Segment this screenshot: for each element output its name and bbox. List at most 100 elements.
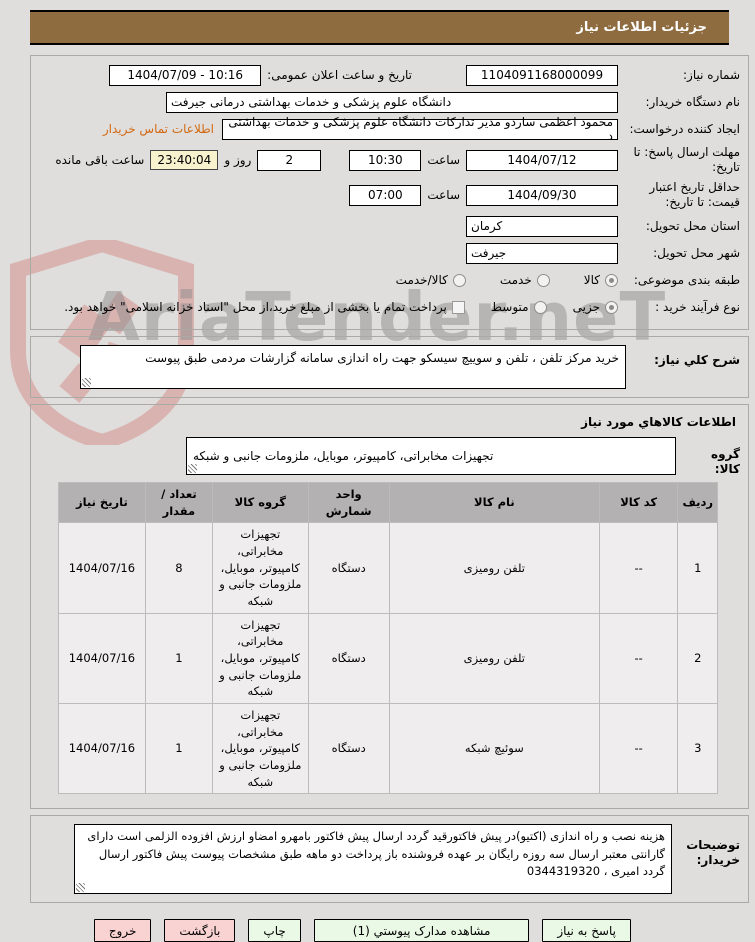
footer-button-bar: پاسخ به نیاز مشاهده مدارک پیوستي (1) چاپ… — [30, 909, 749, 942]
announce-datetime-input[interactable]: 1404/07/09 - 10:16 — [109, 64, 262, 86]
radio-goods-service[interactable]: کالا/خدمت — [396, 273, 466, 287]
purchase-process-row: نوع فرآیند خرید : جزیی متوسط پرداخت تمام… — [39, 296, 740, 318]
radio-goods-service-icon[interactable] — [452, 273, 466, 287]
items-groupbox: اطلاعات كالاهاي مورد نياز گروه کالا: تجه… — [30, 404, 749, 810]
cell-need-date: 1404/07/16 — [58, 703, 146, 795]
need-description-row: شرح كلي نياز: خرید مرکز تلفن ، تلفن و سو… — [39, 345, 740, 389]
col-quantity: تعداد / مقدار — [144, 481, 214, 524]
buyer-notes-label: توضیحات خریدار: — [686, 838, 740, 868]
treasury-docs-checkbox-label: پرداخت تمام یا بخشی از مبلغ خرید،از محل … — [64, 300, 447, 314]
request-creator-label: ایجاد کننده درخواست: — [629, 121, 740, 136]
buyer-org-input[interactable]: دانشگاه علوم پزشکی و خدمات بهداشتی درمان… — [166, 91, 618, 113]
item-group-text: تجهیزات مخابراتی، کامپیوتر، موبایل، ملزو… — [193, 449, 494, 463]
request-creator-row: ایجاد کننده درخواست: محمود اعظمی ساردو م… — [39, 115, 740, 143]
page-title-bar: جزئیات اطلاعات نیاز — [30, 10, 729, 45]
need-number-input[interactable]: 1104091168000099 — [466, 64, 618, 86]
items-section-header: اطلاعات كالاهاي مورد نياز — [581, 415, 736, 429]
radio-minor-label: جزیی — [572, 300, 600, 314]
hours-remaining-label: ساعت باقی مانده — [55, 153, 145, 167]
radio-medium-icon[interactable] — [533, 300, 547, 314]
respond-to-need-button[interactable]: پاسخ به نیاز — [542, 919, 631, 942]
radio-service-icon[interactable] — [536, 273, 550, 287]
need-number-row: شماره نیاز: 1104091168000099 تاریخ و ساع… — [39, 64, 740, 86]
radio-goods-service-label: کالا/خدمت — [395, 273, 448, 287]
buyer-notes-text: هزینه نصب و راه اندازی (اکتیو)در پیش فاک… — [87, 829, 665, 878]
item-group-box[interactable]: تجهیزات مخابراتی، کامپیوتر، موبایل، ملزو… — [186, 437, 676, 475]
buyer-notes-groupbox: توضیحات خریدار: هزینه نصب و راه اندازی (… — [30, 815, 749, 904]
need-description-textarea[interactable]: خرید مرکز تلفن ، تلفن و سوییچ سیسکو جهت … — [80, 345, 626, 389]
cell-quantity: 1 — [144, 612, 214, 705]
need-description-groupbox: شرح كلي نياز: خرید مرکز تلفن ، تلفن و سو… — [30, 336, 749, 398]
buyer-org-row: نام دستگاه خریدار: دانشگاه علوم پزشکی و … — [39, 91, 740, 113]
table-row: 3 -- سوئیچ شبکه دستگاه تجهیزات مخابراتی،… — [58, 703, 718, 795]
countdown-timer: 23:40:04 — [150, 150, 219, 170]
col-item-group: گروه کالا — [212, 481, 309, 524]
radio-minor[interactable]: جزیی — [573, 300, 618, 314]
print-button[interactable]: چاپ — [248, 919, 301, 942]
delivery-city-row: شهر محل تحویل: جیرفت — [39, 242, 740, 264]
item-group-row: گروه کالا: تجهیزات مخابراتی، کامپیوتر، م… — [39, 437, 740, 477]
cell-item-code: -- — [598, 703, 679, 795]
resize-grip-icon[interactable] — [76, 883, 85, 893]
radio-medium-label: متوسط — [490, 300, 529, 314]
radio-service[interactable]: خدمت — [500, 273, 550, 287]
buyer-contact-link[interactable]: اطلاعات تماس خریدار — [102, 122, 214, 136]
cell-need-date: 1404/07/16 — [58, 612, 146, 705]
treasury-docs-checkbox[interactable] — [451, 300, 465, 314]
radio-goods-icon[interactable] — [605, 273, 618, 287]
delivery-province-input[interactable]: کرمان — [466, 215, 618, 237]
cell-item-group: تجهیزات مخابراتی، کامپیوتر، موبایل، ملزو… — [212, 703, 309, 795]
price-validity-date-input[interactable]: 1404/09/30 — [466, 184, 618, 206]
delivery-province-label: استان محل تحویل: — [645, 218, 740, 233]
radio-medium[interactable]: متوسط — [491, 300, 547, 314]
cell-item-group: تجهیزات مخابراتی، کامپیوتر، موبایل، ملزو… — [212, 612, 309, 705]
items-table: ردیف کد کالا نام کالا واحد شمارش گروه کا… — [58, 481, 718, 795]
purchase-process-label: نوع فرآیند خرید : — [655, 299, 740, 314]
buyer-org-label: نام دستگاه خریدار: — [645, 94, 741, 109]
cell-unit: دستگاه — [307, 703, 390, 795]
reply-deadline-hour-label: ساعت — [427, 153, 460, 167]
buyer-notes-row: توضیحات خریدار: هزینه نصب و راه اندازی (… — [39, 824, 740, 895]
cell-item-group: تجهیزات مخابراتی، کامپیوتر، موبایل، ملزو… — [212, 522, 309, 614]
reply-deadline-label: مهلت ارسال پاسخ: تا تاریخ: — [633, 145, 740, 174]
items-table-header-row: ردیف کد کالا نام کالا واحد شمارش گروه کا… — [58, 481, 718, 524]
cell-unit: دستگاه — [307, 522, 390, 614]
treasury-docs-checkbox-wrap[interactable]: پرداخت تمام یا بخشی از مبلغ خرید،از محل … — [64, 300, 465, 314]
cell-row-number: 1 — [677, 522, 718, 614]
cell-item-code: -- — [598, 612, 679, 705]
price-validity-time-input[interactable]: 07:00 — [349, 184, 422, 206]
days-and-label: روز و — [224, 153, 252, 167]
announce-datetime-label: تاریخ و ساعت اعلان عمومی: — [267, 68, 412, 82]
radio-service-label: خدمت — [499, 273, 532, 287]
general-info-groupbox: شماره نیاز: 1104091168000099 تاریخ و ساع… — [30, 55, 749, 330]
exit-button[interactable]: خروج — [93, 919, 152, 942]
request-creator-input[interactable]: محمود اعظمی ساردو مدیر تدارکات دانشگاه ع… — [222, 115, 618, 143]
reply-deadline-time-input[interactable]: 10:30 — [349, 149, 422, 171]
price-validity-label: حداقل تاریخ اعتبار قیمت: تا تاریخ: — [649, 180, 740, 209]
col-need-date: تاریخ نیاز — [58, 481, 146, 524]
cell-item-code: -- — [598, 522, 679, 614]
cell-need-date: 1404/07/16 — [58, 522, 146, 614]
remaining-days-input[interactable]: 2 — [257, 149, 322, 171]
radio-goods[interactable]: کالا — [584, 273, 618, 287]
cell-item-name: تلفن رومیزی — [388, 612, 600, 705]
subject-classification-row: طبقه بندی موضوعی: کالا خدمت کالا/خدمت — [39, 269, 740, 291]
cell-quantity: 1 — [144, 703, 214, 795]
cell-row-number: 2 — [677, 612, 718, 705]
cell-item-name: تلفن رومیزی — [388, 522, 600, 614]
resize-grip-icon[interactable] — [82, 378, 91, 387]
delivery-city-input[interactable]: جیرفت — [466, 242, 618, 264]
reply-deadline-date-input[interactable]: 1404/07/12 — [466, 149, 618, 171]
need-description-text: خرید مرکز تلفن ، تلفن و سوییچ سیسکو جهت … — [145, 351, 619, 365]
reply-deadline-row: مهلت ارسال پاسخ: تا تاریخ: 1404/07/12 سا… — [39, 145, 740, 175]
buyer-notes-textarea[interactable]: هزینه نصب و راه اندازی (اکتیو)در پیش فاک… — [74, 824, 672, 895]
back-button[interactable]: بازگشت — [164, 919, 236, 942]
resize-grip-icon[interactable] — [188, 464, 197, 473]
page-title: جزئیات اطلاعات نیاز — [576, 20, 707, 35]
need-number-label: شماره نیاز: — [683, 67, 740, 82]
col-item-code: کد کالا — [598, 481, 679, 524]
view-attachments-button[interactable]: مشاهده مدارک پیوستي (1) — [313, 919, 530, 942]
cell-row-number: 3 — [677, 703, 718, 795]
radio-minor-icon[interactable] — [605, 300, 618, 314]
